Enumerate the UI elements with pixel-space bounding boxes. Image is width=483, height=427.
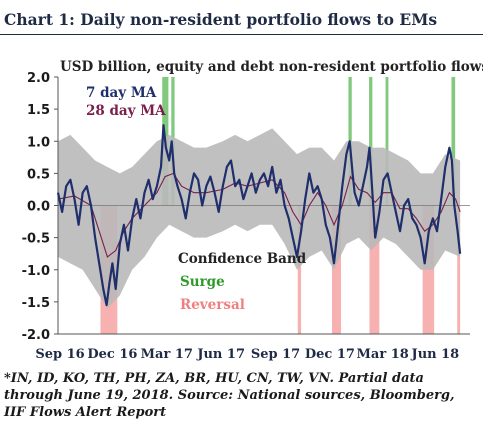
footnote: *IN, ID, KO, TH, PH, ZA, BR, HU, CN, TW,… xyxy=(4,371,455,420)
y-tick-label: -2.0 xyxy=(22,328,50,343)
legend-7-day-ma: 7 day MA xyxy=(86,85,157,101)
title-rule xyxy=(0,34,483,35)
y-tick-label: 2.0 xyxy=(27,71,50,86)
legend-confidence-band: Confidence Band xyxy=(178,251,307,267)
reversal-period-5 xyxy=(457,205,461,334)
x-tick-label: Dec 17 xyxy=(305,347,355,362)
y-tick-label: 0.0 xyxy=(27,200,50,215)
y-tick-label: -0.5 xyxy=(22,232,50,247)
reversal-period-3 xyxy=(369,205,380,334)
x-tick-label: Mar 17 xyxy=(141,347,193,362)
y-tick-label: 1.0 xyxy=(27,135,50,150)
y-tick-label: 0.5 xyxy=(27,167,50,182)
x-tick-label: Jun 18 xyxy=(411,347,460,362)
series-7-day-ma xyxy=(56,124,462,307)
legend-28-day-ma: 28 day MA xyxy=(86,103,166,119)
chart-subtitle: USD billion, equity and debt non-residen… xyxy=(60,59,483,75)
surge-period-5 xyxy=(451,77,456,206)
surge-period-4 xyxy=(385,77,389,206)
chart-title: Chart 1: Daily non-resident portfolio fl… xyxy=(4,10,438,29)
x-tick-label: Sep 17 xyxy=(251,347,300,362)
x-tick-label: Jun 17 xyxy=(196,347,245,362)
y-tick-label: 1.5 xyxy=(27,103,50,118)
x-tick-label: Mar 18 xyxy=(357,347,409,362)
y-tick-label: -1.0 xyxy=(22,264,50,279)
x-tick-label: Dec 16 xyxy=(87,347,137,362)
reversal-period-1 xyxy=(297,205,302,334)
reversal-period-2 xyxy=(331,205,342,334)
x-tick-label: Sep 16 xyxy=(35,347,84,362)
legend-surge: Surge xyxy=(180,274,225,290)
y-tick-label: -1.5 xyxy=(22,296,50,311)
legend-reversal: Reversal xyxy=(180,297,245,313)
surge-period-3 xyxy=(369,77,373,206)
confidence-band xyxy=(58,128,461,309)
